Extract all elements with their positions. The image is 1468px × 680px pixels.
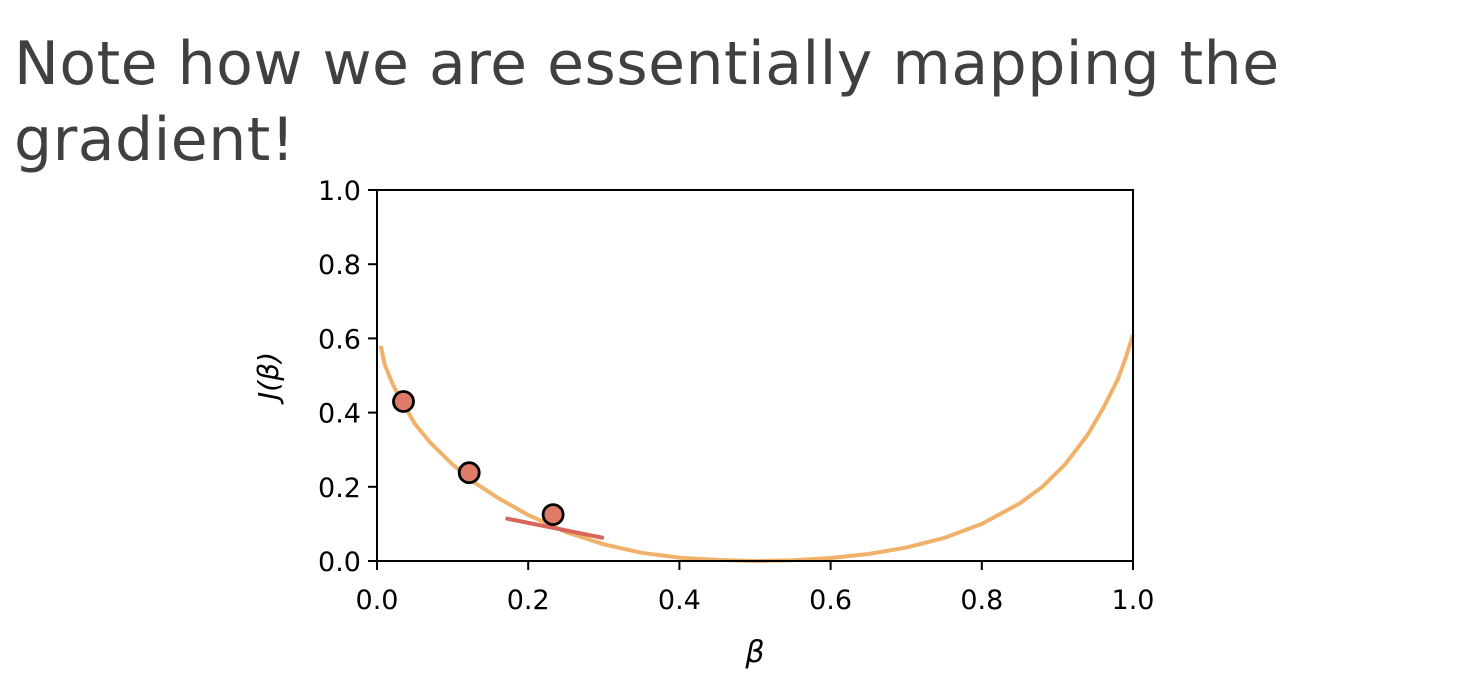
x-tick-label: 0.8 — [960, 585, 1003, 616]
data-point — [392, 390, 415, 413]
slide-title: Note how we are essentially mapping the … — [14, 29, 1280, 175]
y-tick-label: 0.0 — [318, 547, 361, 578]
x-tick-label: 1.0 — [1112, 585, 1155, 616]
x-tick-label: 0.6 — [809, 585, 852, 616]
y-tick-label: 0.4 — [318, 399, 361, 430]
points-layer — [392, 390, 565, 526]
data-point — [457, 461, 481, 485]
x-tick-label: 0.4 — [658, 585, 701, 616]
cost-curve-line — [378, 334, 1135, 563]
gradient-tangent-line — [505, 516, 605, 540]
x-axis-label: β — [744, 635, 764, 670]
axes-layer: 0.0 0.2 0.4 0.6 0.8 1.0 0.0 0.2 0.4 0.6 0.8 1.0 — [318, 176, 1154, 616]
curve-layer — [378, 334, 1135, 563]
y-axis-label: J(β) — [252, 352, 285, 405]
axes-frame — [376, 189, 1134, 562]
x-tick-label: 0.0 — [356, 585, 399, 616]
y-tick-label: 0.8 — [318, 250, 361, 281]
y-tick-label: 0.2 — [318, 473, 361, 504]
y-tick-label: 1.0 — [318, 176, 361, 207]
y-tick-label: 0.6 — [318, 324, 361, 355]
x-tick-label: 0.2 — [507, 585, 550, 616]
data-point — [541, 503, 565, 526]
tangent-layer — [505, 516, 605, 540]
